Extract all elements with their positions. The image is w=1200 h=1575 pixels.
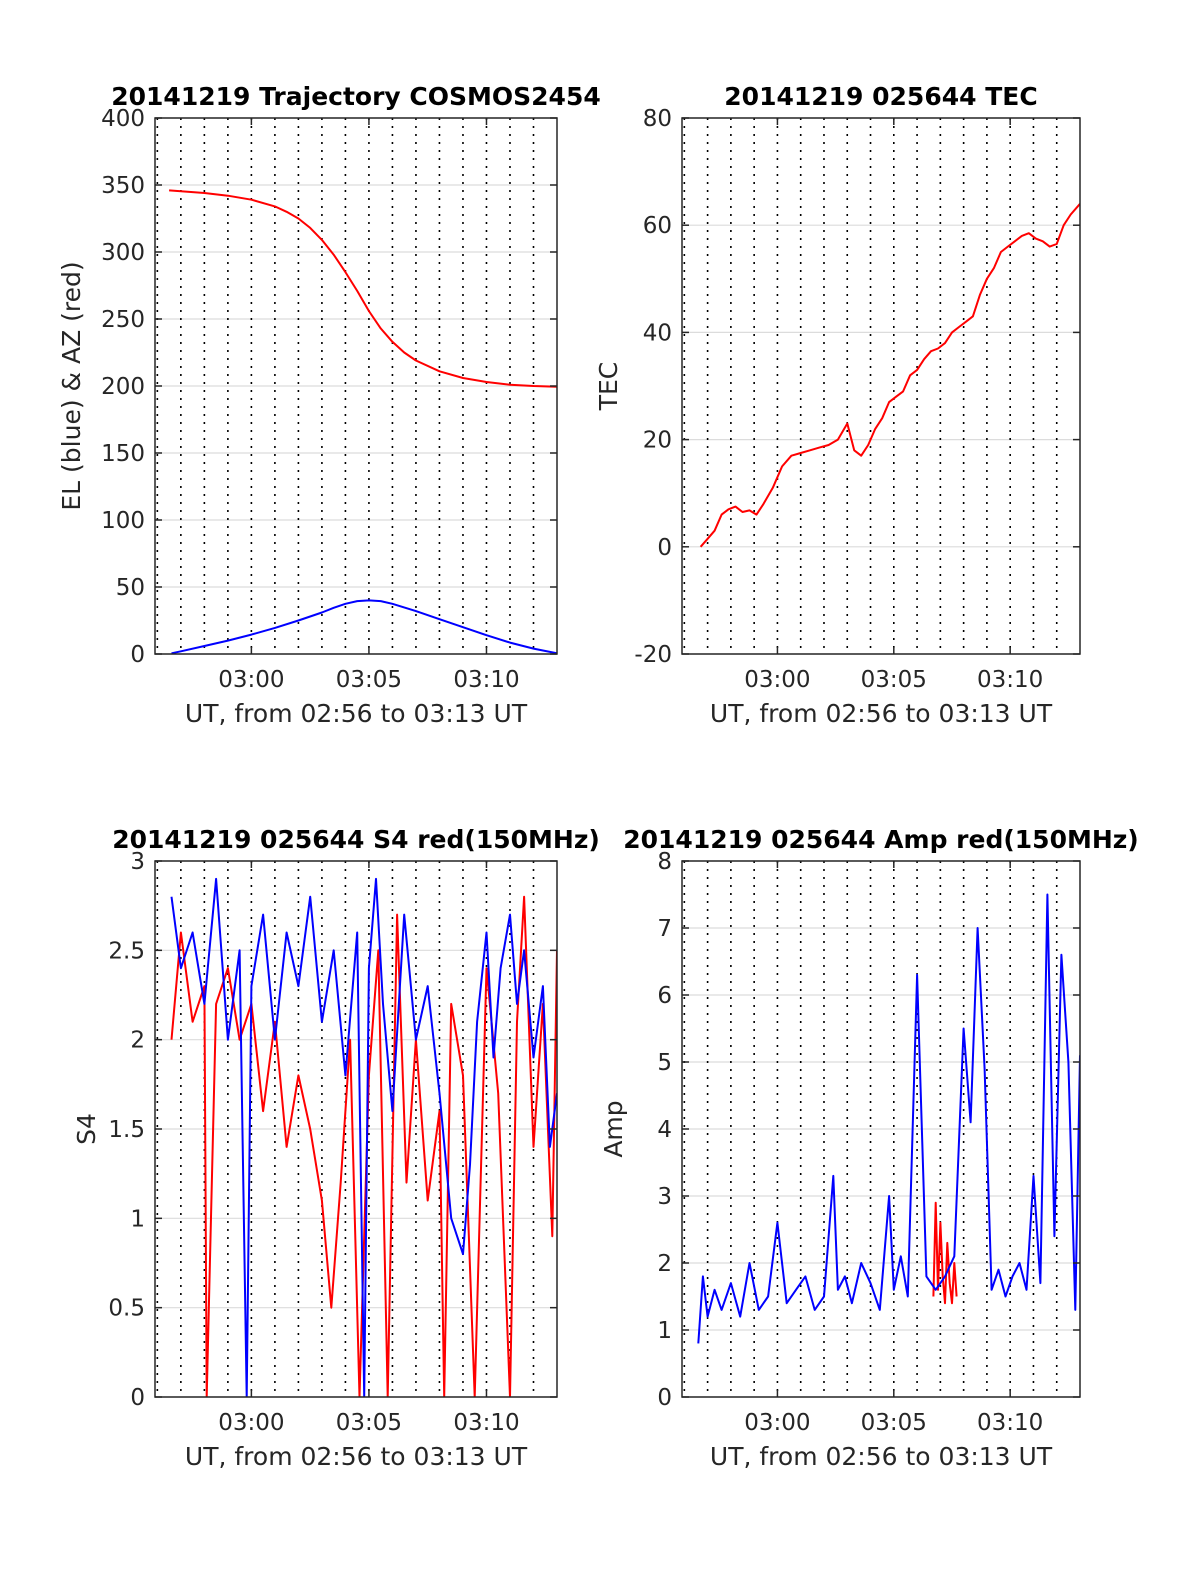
chart-title: 20141219 025644 TEC [724,82,1037,111]
panel-amp: 0 1 2 3 4 5 6 7 8 03:00 03:05 03:10 20141219 025644 … [599,825,1139,1471]
series-line-1 [171,599,557,654]
x-tick-label: 03:00 [744,667,810,693]
y-tick-label: 60 [643,213,672,239]
x-tick-label: 03:00 [218,1410,284,1436]
y-tick-label: 8 [657,849,672,875]
x-tick-label: 03:05 [861,667,927,693]
x-tick-label: 03:10 [977,667,1043,693]
y-tick-label: 0 [130,642,145,668]
y-axis-label: Amp [599,1100,628,1157]
x-axis-label: UT, from 02:56 to 03:13 UT [185,699,528,728]
y-tick-label: 20 [643,428,672,454]
y-tick-label: 1 [130,1206,145,1232]
x-tick-label: 03:00 [218,667,284,693]
y-tick-label: 400 [101,106,145,132]
panel-tec: -20 0 20 40 60 80 03:00 03:05 03:10 20141219 0256… [594,82,1081,728]
y-axis-label: S4 [72,1113,101,1145]
panel-trajectory: 0 50 100 150 200 250 300 350 400 03:00 03:05 03:10 2… [57,82,601,728]
chart-title: 20141219 025644 S4 red(150MHz) [112,825,600,854]
y-tick-label: 40 [643,320,672,346]
x-axis-label: UT, from 02:56 to 03:13 UT [710,699,1053,728]
x-tick-label: 03:10 [977,1410,1043,1436]
x-axis-label: UT, from 02:56 to 03:13 UT [185,1442,528,1471]
y-tick-label: 0 [657,535,672,561]
y-axis-label: EL (blue) & AZ (red) [57,261,86,510]
series-line-0 [169,189,557,388]
series-line-0 [170,895,557,1397]
x-tick-label: 03:05 [336,667,402,693]
y-tick-label: 1.5 [108,1117,145,1143]
y-tick-label: 2.5 [108,938,145,964]
series-line-1 [697,893,1080,1344]
chart-title: 20141219 Trajectory COSMOS2454 [111,82,601,111]
axes-box [681,117,1081,655]
y-tick-label: 100 [101,508,145,534]
y-tick-label: 250 [101,307,145,333]
y-tick-label: 6 [657,983,672,1009]
y-tick-label: 200 [101,374,145,400]
y-tick-label: 50 [116,575,145,601]
y-tick-label: 1 [657,1318,672,1344]
y-tick-label: 0 [130,1385,145,1411]
y-tick-label: 3 [657,1184,672,1210]
y-tick-label: 150 [101,441,145,467]
x-axis-label: UT, from 02:56 to 03:13 UT [710,1442,1053,1471]
x-tick-label: 03:10 [453,667,519,693]
y-tick-label: 2 [657,1251,672,1277]
series-line-0 [932,1201,958,1305]
y-tick-label: 0 [657,1385,672,1411]
y-axis-label: TEC [594,362,623,412]
series-line-1 [170,877,557,1397]
y-tick-label: 80 [643,106,672,132]
y-tick-label: 5 [657,1050,672,1076]
y-tick-label: 4 [657,1117,672,1143]
y-tick-label: 7 [657,916,672,942]
panel-s4: 0 0.5 1 1.5 2 2.5 3 03:00 03:05 03:10 20141219 025… [72,825,600,1471]
y-tick-label: 3 [130,849,145,875]
x-tick-label: 03:05 [336,1410,402,1436]
series-line-0 [699,203,1080,548]
chart-title: 20141219 025644 Amp red(150MHz) [623,825,1139,854]
x-tick-label: 03:10 [453,1410,519,1436]
y-tick-label: -20 [634,642,672,668]
y-tick-label: 300 [101,240,145,266]
y-tick-label: 350 [101,173,145,199]
y-tick-label: 0.5 [108,1296,145,1322]
x-tick-label: 03:05 [861,1410,927,1436]
x-tick-label: 03:00 [744,1410,810,1436]
y-tick-label: 2 [130,1028,145,1054]
